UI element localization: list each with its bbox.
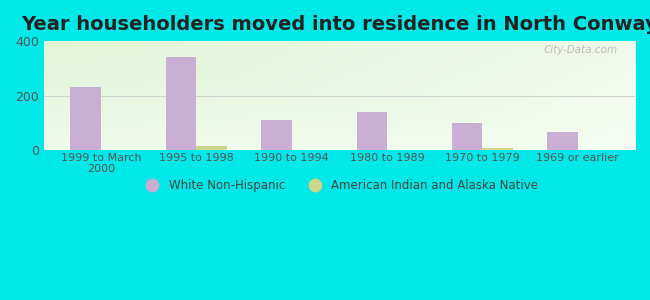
Bar bbox=[452, 123, 482, 150]
Title: Year householders moved into residence in North Conway: Year householders moved into residence i… bbox=[21, 15, 650, 34]
Bar bbox=[261, 120, 292, 150]
Text: City-Data.com: City-Data.com bbox=[543, 46, 618, 56]
Legend: White Non-Hispanic, American Indian and Alaska Native: White Non-Hispanic, American Indian and … bbox=[136, 174, 543, 197]
Bar bbox=[196, 146, 227, 150]
Bar bbox=[482, 148, 513, 150]
Bar bbox=[547, 131, 578, 150]
Bar bbox=[70, 87, 101, 150]
Bar bbox=[166, 57, 196, 150]
Bar bbox=[357, 112, 387, 150]
